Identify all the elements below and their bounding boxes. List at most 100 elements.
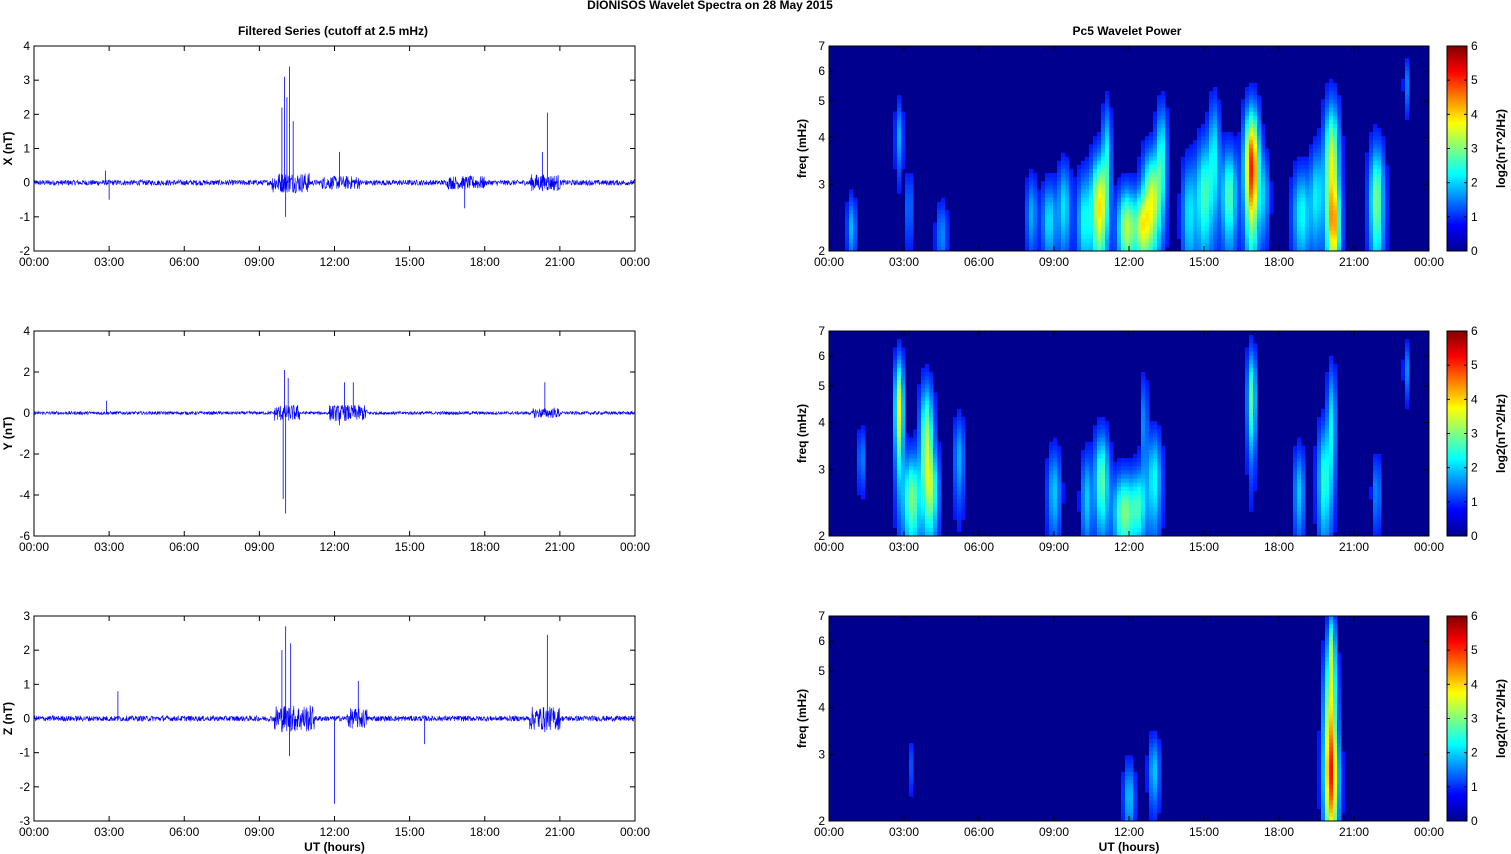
heatmap-cell (1093, 445, 1098, 451)
heatmap-cell (1037, 214, 1042, 219)
heatmap-cell (1241, 177, 1246, 182)
heatmap-cell (1257, 119, 1262, 125)
heatmap-cell (937, 454, 942, 459)
heatmap-cell (1069, 230, 1074, 235)
heatmap-cell (925, 478, 930, 483)
heatmap-cell (917, 478, 922, 483)
heatmap-cell (1037, 205, 1042, 211)
heatmap-cell (897, 355, 902, 360)
heatmap-cell (1097, 173, 1102, 178)
heatmap-cell (1093, 478, 1098, 483)
heatmap-cell (1249, 503, 1254, 508)
heatmap-cell (933, 222, 938, 227)
heatmap-cell (1249, 408, 1254, 414)
heatmap-cell (1337, 164, 1342, 170)
heatmap-cell (1097, 140, 1102, 145)
heatmap-cell (1129, 197, 1134, 203)
heatmap-cell (1057, 222, 1062, 227)
heatmap-cell (1253, 189, 1258, 194)
heatmap-cell (1333, 433, 1338, 438)
heatmap-cell (1229, 193, 1234, 198)
heatmap-cell (957, 429, 962, 434)
heatmap-cell (1049, 531, 1054, 537)
heatmap-cell (1117, 515, 1122, 520)
heatmap-cell (849, 201, 854, 207)
heatmap-cell (1109, 523, 1114, 529)
heatmap-cell (1053, 462, 1058, 467)
heatmap-cell (1101, 466, 1106, 471)
heatmap-cell (1141, 376, 1146, 381)
heatmap-cell (849, 189, 854, 194)
heatmap-cell (1373, 458, 1378, 463)
heatmap-cell (1189, 214, 1194, 219)
heatmap-cell (1105, 201, 1110, 207)
heatmap-cell (1201, 136, 1206, 141)
heatmap-cell (957, 490, 962, 496)
heatmap-cell (1301, 177, 1306, 182)
heatmap-cell (1369, 242, 1374, 248)
heatmap-cell (1121, 181, 1126, 186)
heatmap-cell (1205, 148, 1210, 153)
heatmap-cell (1041, 210, 1046, 215)
heatmap-cell (1329, 99, 1334, 104)
heatmap-cell (941, 222, 946, 227)
heatmap-cell (1373, 160, 1378, 166)
heatmap-cell (901, 519, 906, 524)
heatmap-cell (1101, 515, 1106, 520)
heatmap-cell (1121, 222, 1126, 227)
heatmap-cell (1325, 99, 1330, 104)
heatmap-cell (1249, 454, 1254, 459)
heatmap-cell (1381, 185, 1386, 190)
heatmap-cell (1093, 230, 1098, 235)
heatmap-cell (1085, 462, 1090, 467)
heatmap-cell (1221, 144, 1226, 149)
heatmap-cell (1089, 449, 1094, 455)
heatmap-cell (1093, 218, 1098, 223)
heatmap-cell (1077, 164, 1082, 170)
heatmap-cell (1245, 210, 1250, 215)
heatmap-cell (961, 499, 966, 504)
heatmap-cell (1329, 128, 1334, 133)
heatmap-cell (1317, 511, 1322, 516)
heatmap-cell (897, 367, 902, 373)
heatmap-cell (1073, 197, 1078, 203)
heatmap-cell (1261, 132, 1266, 137)
heatmap-cell (1113, 478, 1118, 483)
heatmap-cell (893, 128, 898, 133)
heatmap-cell (1225, 177, 1230, 182)
heatmap-cell (1341, 136, 1346, 141)
heatmap-cell (1197, 222, 1202, 227)
timeseries-xtick-label: 18:00 (470, 540, 500, 554)
heatmap-cell (1297, 234, 1302, 239)
heatmap-cell (913, 462, 918, 467)
heatmap-cell (1369, 238, 1374, 244)
heatmap-cell (1373, 523, 1378, 529)
heatmap-cell (921, 429, 926, 434)
heatmap-cell (1337, 669, 1342, 674)
heatmap-cell (1265, 242, 1270, 248)
heatmap-cell (1253, 372, 1258, 377)
heatmap-cell (893, 441, 898, 447)
heatmap-cell (1337, 197, 1342, 203)
heatmap-cell (1145, 193, 1150, 198)
heatmap-cell (1149, 226, 1154, 231)
heatmap-cell (1337, 747, 1342, 752)
heatmap-cell (1133, 792, 1138, 797)
heatmap-cell (1153, 128, 1158, 133)
heatmap-cell (1105, 441, 1110, 447)
heatmap-cell (933, 242, 938, 248)
heatmap-cell (1161, 511, 1166, 516)
heatmap-cell (1249, 474, 1254, 479)
heatmap-cell (1093, 523, 1098, 529)
heatmap-cell (849, 238, 854, 244)
heatmap-cell (897, 123, 902, 129)
heatmap-cell (1321, 140, 1326, 145)
heatmap-cell (1329, 743, 1334, 748)
heatmap-cell (1165, 210, 1170, 215)
heatmap-cell (1365, 230, 1370, 235)
heatmap-cell (1137, 454, 1142, 459)
heatmap-cell (1333, 661, 1338, 666)
heatmap-cell (1113, 242, 1118, 248)
heatmap-cell (1157, 234, 1162, 239)
heatmap-cell (1133, 466, 1138, 471)
